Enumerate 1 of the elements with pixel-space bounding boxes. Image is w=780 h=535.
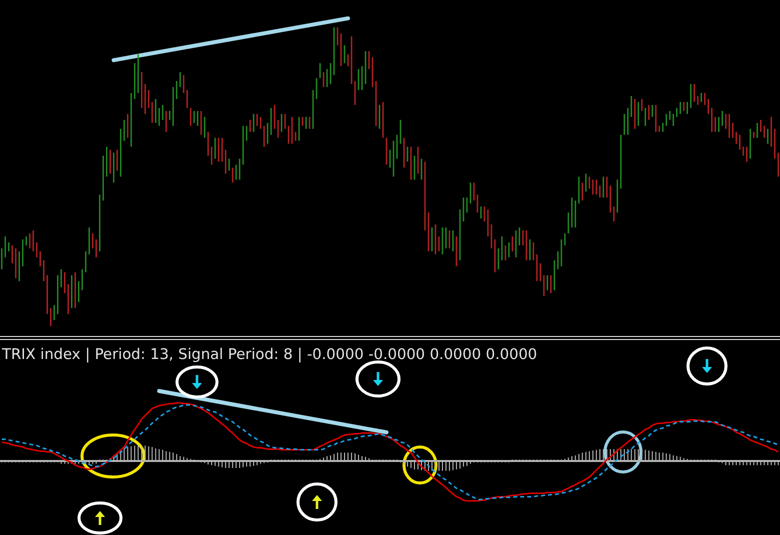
chart-title: TRIX index | Period: 13, Signal Period: 8 | -0.0000 -0.0000 0.0000 0.0000 bbox=[1, 346, 538, 364]
